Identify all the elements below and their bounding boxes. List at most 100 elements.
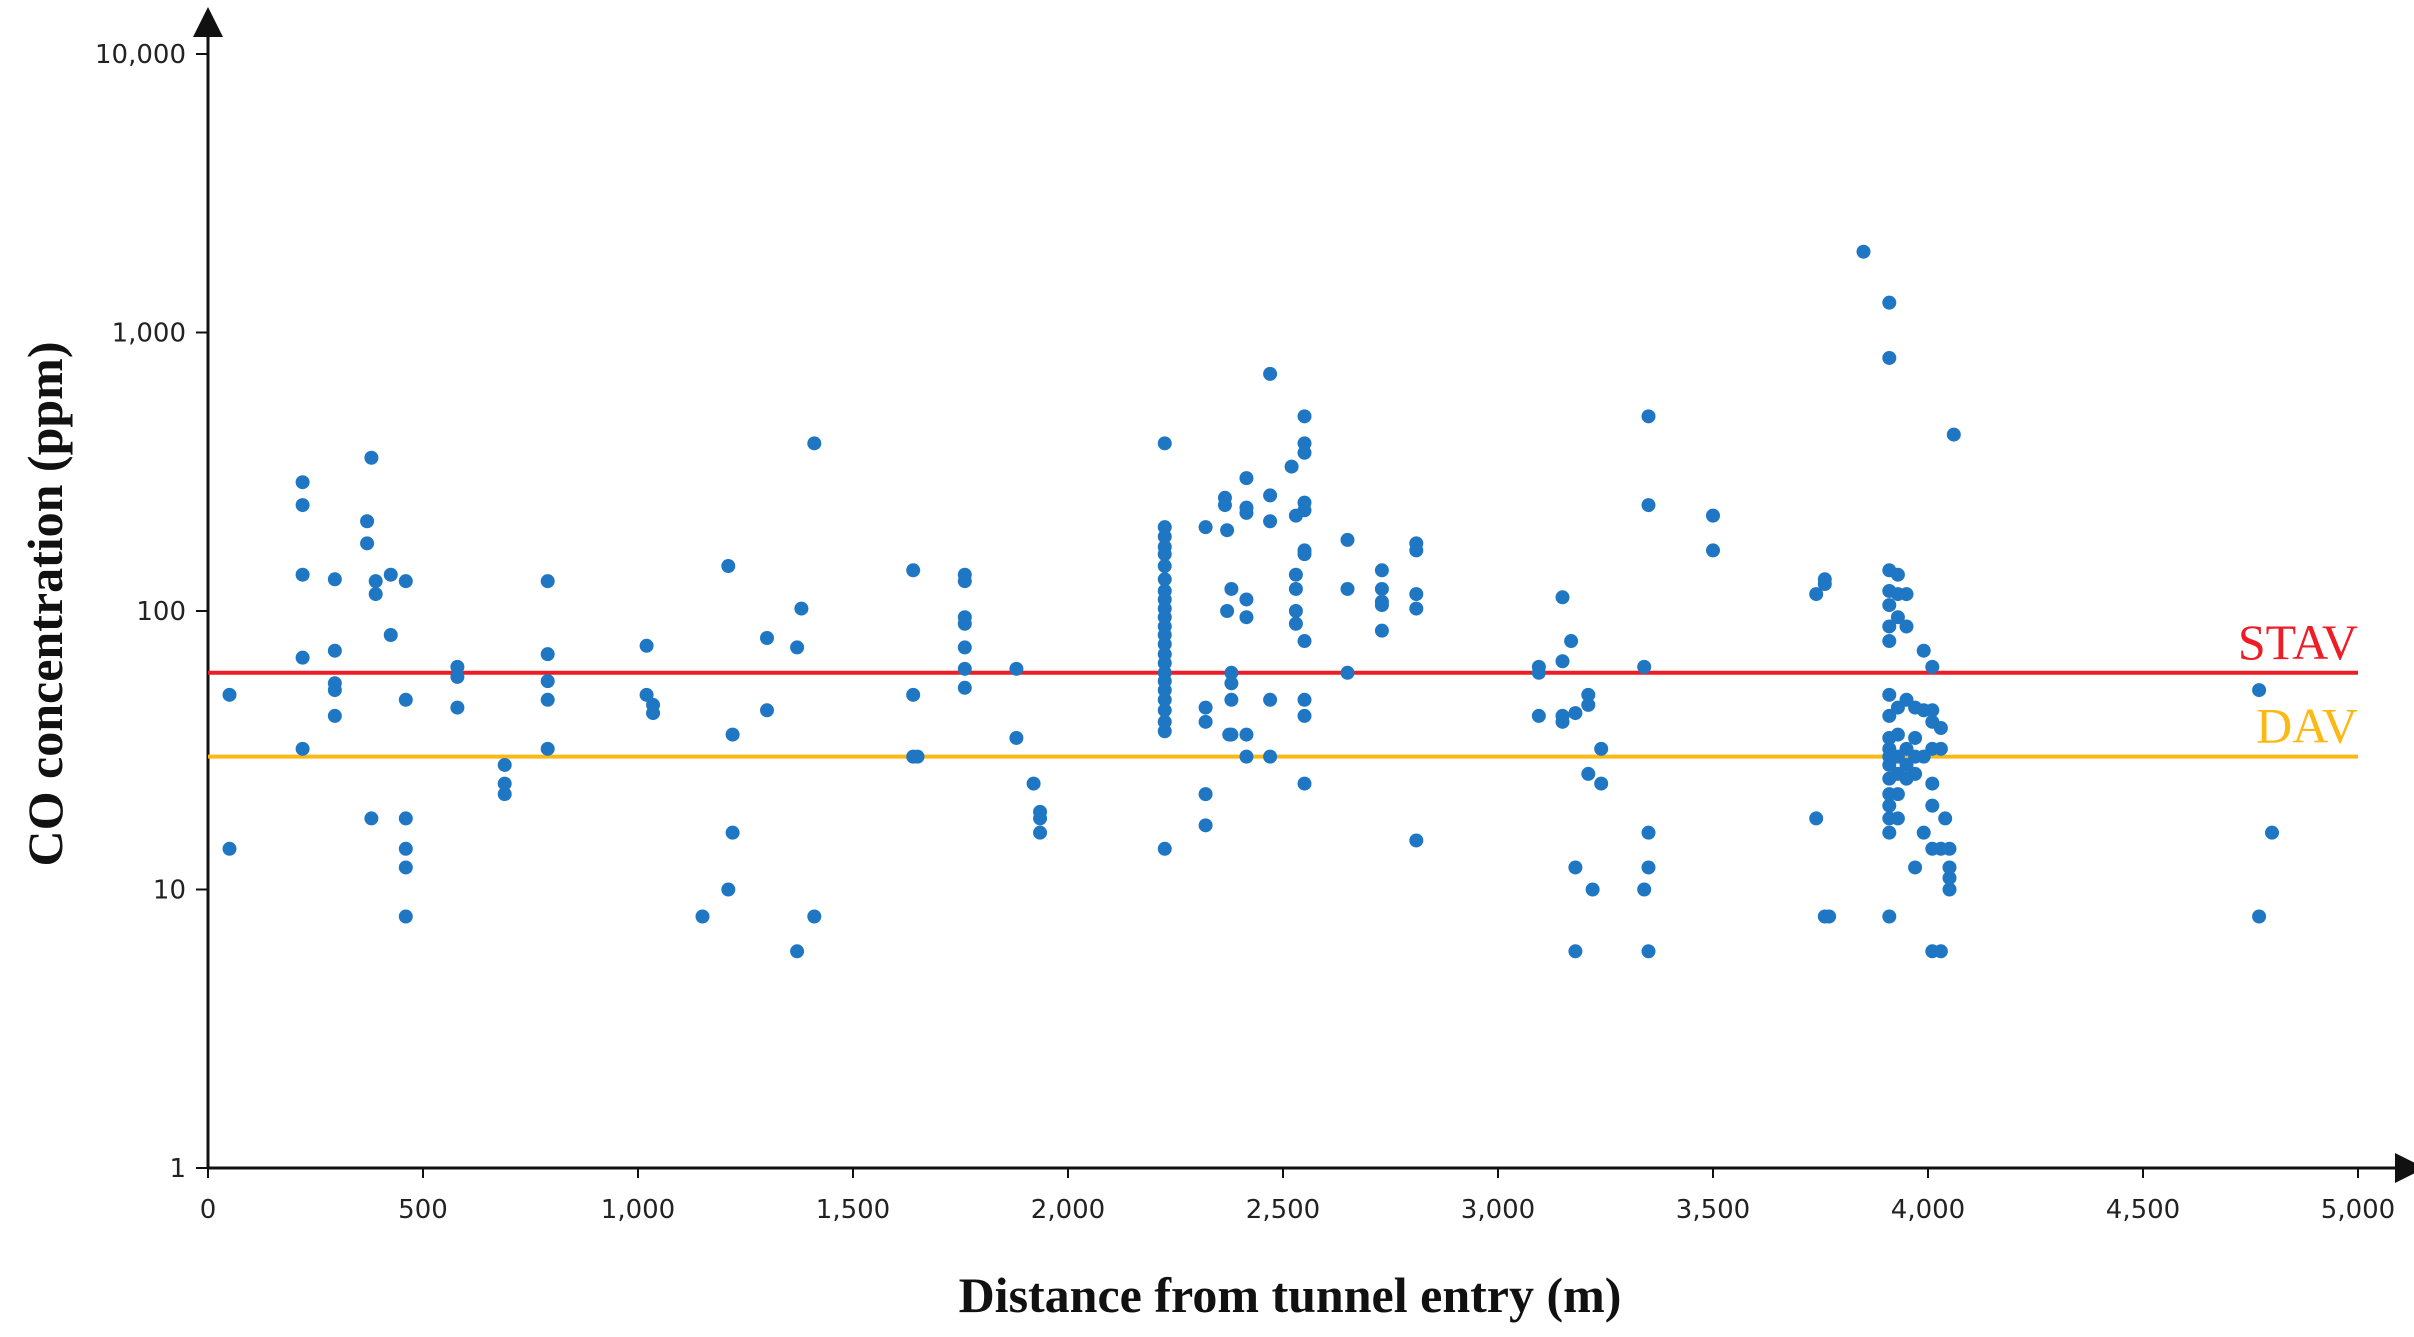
data-point: [1890, 787, 1905, 802]
data-point: [1581, 697, 1596, 712]
data-point: [1555, 654, 1570, 669]
data-point: [1641, 944, 1656, 959]
data-point: [957, 661, 972, 676]
data-point: [1263, 692, 1278, 707]
data-point: [497, 757, 512, 772]
data-point: [760, 630, 774, 645]
data-point: [957, 574, 972, 589]
data-point: [1157, 529, 1172, 544]
data-point: [1568, 944, 1583, 959]
data-point: [222, 841, 237, 856]
data-point: [295, 567, 310, 582]
data-point: [1925, 659, 1940, 674]
data-point: [1925, 703, 1940, 718]
data-point: [1856, 244, 1871, 259]
data-point: [398, 909, 413, 924]
data-point: [327, 708, 342, 723]
data-point: [1890, 610, 1905, 625]
data-point: [1220, 604, 1235, 618]
data-point: [1340, 532, 1355, 547]
data-point: [1217, 498, 1232, 513]
data-point: [1933, 944, 1948, 959]
data-point: [295, 741, 310, 756]
data-point: [1890, 567, 1905, 582]
data-point: [360, 514, 375, 529]
x-tick-label: 4,500: [2106, 1195, 2180, 1225]
data-point: [540, 674, 555, 689]
data-point: [957, 616, 972, 631]
data-point: [360, 536, 375, 551]
data-point: [398, 574, 413, 589]
x-tick-label: 2,000: [1031, 1195, 1105, 1225]
data-point: [1908, 766, 1923, 781]
data-point: [540, 692, 555, 707]
data-point: [1263, 366, 1278, 381]
data-point: [1297, 776, 1312, 791]
data-point: [807, 909, 822, 924]
data-point: [1409, 543, 1424, 558]
data-point: [1882, 619, 1897, 634]
data-point: [1581, 766, 1596, 781]
data-point: [1706, 508, 1720, 523]
data-point: [1942, 882, 1957, 897]
data-point: [1899, 757, 1914, 772]
data-point: [327, 643, 342, 658]
data-point: [1882, 909, 1897, 924]
data-point: [1531, 708, 1546, 723]
data-point: [1942, 841, 1957, 856]
data-point: [1641, 860, 1656, 875]
data-point: [1340, 665, 1355, 680]
data-point: [1157, 724, 1172, 739]
data-point: [1916, 825, 1931, 840]
data-point: [957, 640, 972, 655]
data-point: [1581, 687, 1596, 702]
data-point: [695, 909, 710, 924]
data-point: [646, 706, 661, 721]
data-point: [1374, 598, 1389, 613]
data-point: [222, 687, 237, 702]
y-tick-label: 1: [169, 1154, 186, 1184]
data-point: [1157, 683, 1172, 698]
data-point: [1374, 581, 1389, 596]
data-point: [1594, 776, 1609, 791]
data-point: [327, 683, 342, 698]
data-point: [1009, 661, 1024, 676]
data-points: [222, 244, 2279, 959]
data-point: [1409, 587, 1424, 602]
y-tick-label: 1,000: [112, 319, 186, 349]
data-point: [790, 944, 805, 959]
data-point: [1157, 547, 1172, 562]
data-point: [1157, 436, 1172, 451]
data-point: [906, 563, 921, 578]
x-tick-label: 0: [200, 1195, 217, 1225]
data-point: [1637, 659, 1652, 674]
data-point: [1288, 567, 1303, 582]
data-point: [450, 669, 465, 684]
data-point: [2252, 909, 2267, 924]
data-point: [1899, 587, 1914, 602]
data-point: [1157, 559, 1172, 574]
data-point: [1555, 714, 1570, 729]
data-point: [327, 572, 342, 587]
data-point: [295, 475, 310, 490]
data-point: [540, 647, 555, 662]
data-point: [1409, 601, 1424, 616]
data-point: [725, 825, 740, 840]
data-point: [639, 687, 654, 702]
data-point: [1224, 692, 1239, 707]
x-tick-label: 5,000: [2321, 1195, 2395, 1225]
data-point: [1908, 860, 1923, 875]
data-point: [2265, 825, 2279, 840]
data-point: [1033, 825, 1048, 840]
data-point: [1882, 687, 1897, 702]
data-point: [1942, 860, 1957, 875]
data-point: [1882, 350, 1897, 365]
data-point: [1239, 592, 1254, 607]
data-point: [639, 638, 654, 653]
data-point: [1033, 811, 1048, 826]
data-point: [807, 436, 822, 451]
data-point: [1946, 427, 1961, 442]
data-point: [1288, 604, 1303, 618]
data-point: [540, 741, 555, 756]
data-point: [1568, 706, 1583, 721]
